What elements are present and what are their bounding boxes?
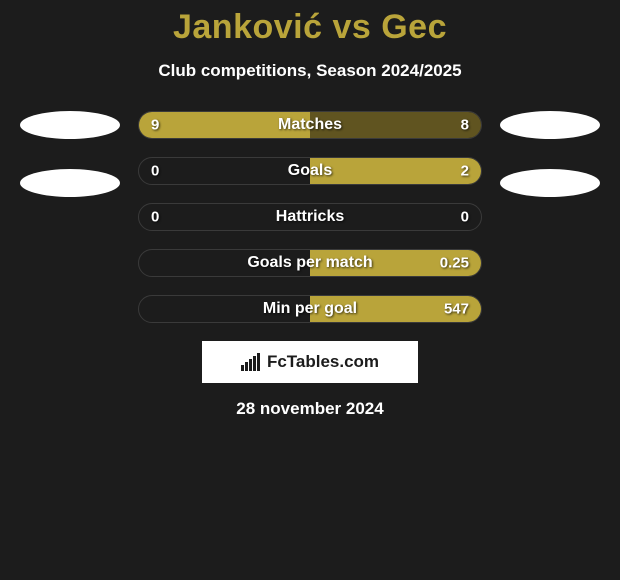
comparison-bars: Matches 9 8 Goals 0 2 Hattricks 0 0 Goals per mat… (138, 111, 482, 323)
comparison-infographic: Janković vs Gec Club competitions, Seaso… (0, 0, 620, 419)
bar-right-fill (310, 158, 482, 184)
date: 28 november 2024 (236, 399, 383, 419)
player-badge-ellipse (500, 169, 600, 197)
logo-box: FcTables.com (202, 341, 418, 383)
stat-value-right: 547 (444, 301, 469, 318)
bar-chart-icon (241, 353, 261, 371)
stat-label: Goals per match (247, 254, 372, 272)
stat-label: Min per goal (263, 300, 357, 318)
stat-bar-row: Min per goal 547 (138, 295, 482, 323)
stat-label: Goals (288, 162, 332, 180)
stat-bar-row: Matches 9 8 (138, 111, 482, 139)
player-badge-ellipse (20, 111, 120, 139)
stat-value-left: 0 (151, 163, 159, 180)
stat-bar-row: Goals 0 2 (138, 157, 482, 185)
stat-value-left: 9 (151, 117, 159, 134)
stat-value-left: 0 (151, 209, 159, 226)
page-title: Janković vs Gec (173, 8, 447, 47)
subtitle: Club competitions, Season 2024/2025 (158, 61, 461, 81)
right-player-badges (500, 111, 600, 197)
player-badge-ellipse (500, 111, 600, 139)
chart-area: Matches 9 8 Goals 0 2 Hattricks 0 0 Goals per mat… (0, 111, 620, 323)
player-badge-ellipse (20, 169, 120, 197)
stat-value-right: 0.25 (440, 255, 469, 272)
stat-bar-row: Goals per match 0.25 (138, 249, 482, 277)
left-player-badges (20, 111, 120, 197)
stat-value-right: 8 (461, 117, 469, 134)
logo-text: FcTables.com (267, 352, 379, 372)
stat-value-right: 2 (461, 163, 469, 180)
stat-bar-row: Hattricks 0 0 (138, 203, 482, 231)
stat-value-right: 0 (461, 209, 469, 226)
stat-label: Matches (278, 116, 342, 134)
stat-label: Hattricks (276, 208, 344, 226)
